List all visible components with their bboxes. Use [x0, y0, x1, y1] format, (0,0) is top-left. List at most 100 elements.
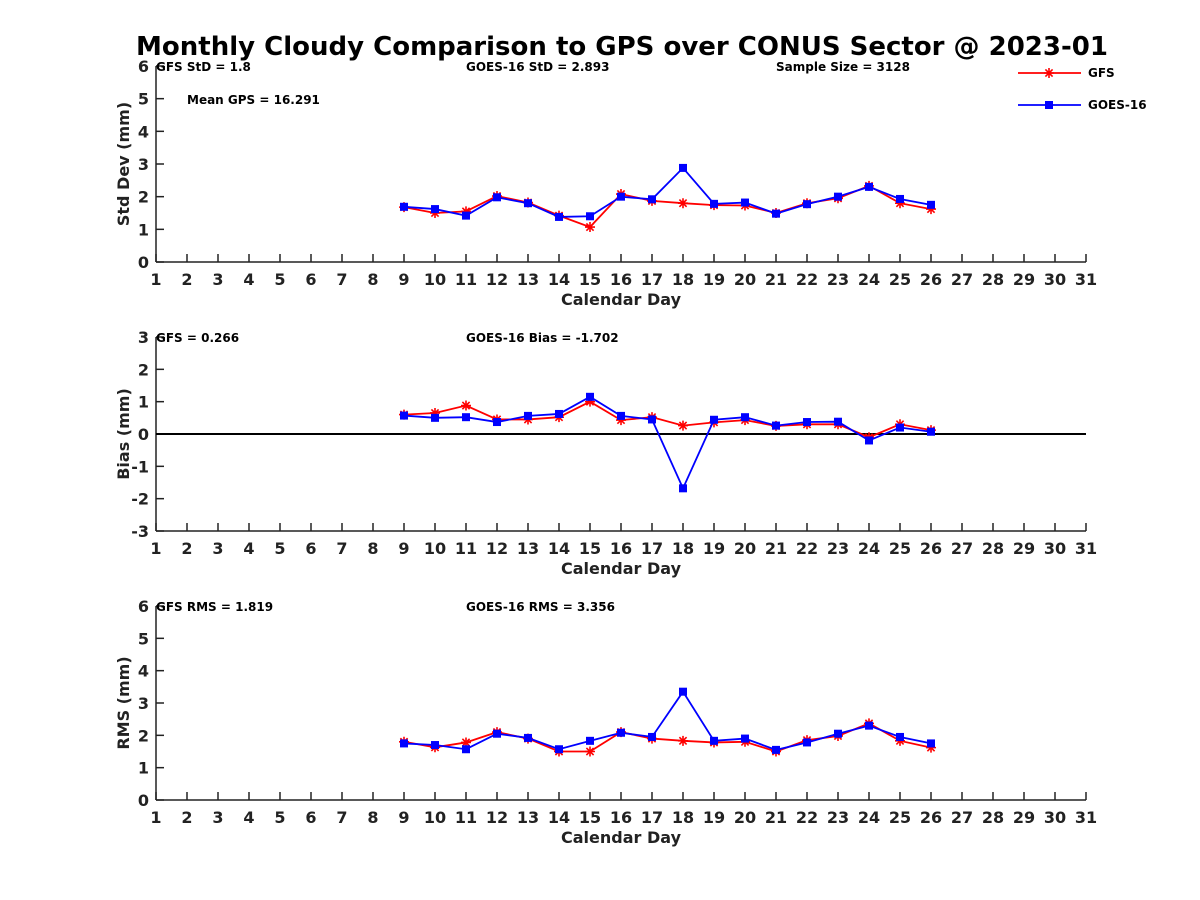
- data-point-goes-16: [617, 192, 625, 201]
- x-tick-label: 5: [274, 539, 285, 558]
- data-point-goes-16: [927, 200, 935, 209]
- x-tick-label: 15: [579, 539, 601, 558]
- data-point-goes-16: [524, 199, 532, 208]
- x-tick-label: 9: [398, 270, 409, 289]
- y-tick-label: 1: [138, 220, 149, 239]
- x-tick-label: 28: [982, 808, 1004, 827]
- data-point-gfs: [585, 746, 595, 757]
- data-point-goes-16: [586, 392, 594, 401]
- data-point-goes-16: [679, 163, 687, 172]
- series-line-gfs: [403, 400, 932, 439]
- x-tick-label: 22: [796, 270, 818, 289]
- x-tick-label: 4: [243, 808, 254, 827]
- legend-marker-goes-16: [1045, 101, 1053, 109]
- y-tick-label: 3: [138, 328, 149, 347]
- series-line-gfs: [403, 722, 932, 753]
- x-tick-label: 27: [951, 539, 973, 558]
- x-tick-label: 19: [703, 808, 725, 827]
- legend-label: GFS: [1088, 66, 1115, 80]
- x-tick-label: 17: [641, 270, 663, 289]
- x-tick-label: 14: [548, 808, 570, 827]
- data-point-goes-16: [524, 411, 532, 420]
- data-point-goes-16: [524, 733, 532, 742]
- stat-annotation: GOES-16 StD = 2.893: [466, 60, 609, 74]
- y-tick-label: 3: [138, 694, 149, 713]
- x-tick-label: 16: [610, 539, 632, 558]
- data-point-goes-16: [710, 415, 718, 424]
- x-tick-label: 13: [517, 270, 539, 289]
- data-point-goes-16: [648, 195, 656, 204]
- x-tick-label: 22: [796, 808, 818, 827]
- x-tick-label: 25: [889, 270, 911, 289]
- x-tick-label: 23: [827, 539, 849, 558]
- data-point-goes-16: [803, 738, 811, 747]
- legend-label: GOES-16: [1088, 98, 1147, 112]
- stat-annotation: Mean GPS = 16.291: [187, 93, 320, 107]
- x-tick-label: 10: [424, 539, 446, 558]
- x-tick-label: 16: [610, 808, 632, 827]
- stat-annotation: GOES-16 RMS = 3.356: [466, 600, 615, 614]
- data-point-gfs: [926, 204, 936, 215]
- x-tick-label: 1: [150, 539, 161, 558]
- data-point-goes-16: [400, 411, 408, 420]
- x-tick-label: 24: [858, 808, 880, 827]
- data-point-goes-16: [772, 421, 780, 430]
- x-tick-label: 26: [920, 270, 942, 289]
- x-tick-label: 30: [1044, 808, 1066, 827]
- y-tick-label: -3: [131, 522, 149, 541]
- x-tick-label: 29: [1013, 270, 1035, 289]
- x-tick-label: 28: [982, 539, 1004, 558]
- data-point-goes-16: [555, 409, 563, 418]
- y-tick-label: -2: [131, 490, 149, 509]
- data-point-gfs: [585, 396, 595, 407]
- x-tick-label: 7: [336, 539, 347, 558]
- data-point-goes-16: [431, 205, 439, 214]
- x-tick-label: 12: [486, 808, 508, 827]
- data-point-gfs: [585, 222, 595, 233]
- x-tick-label: 24: [858, 270, 880, 289]
- x-tick-label: 26: [920, 808, 942, 827]
- data-point-goes-16: [462, 745, 470, 754]
- x-tick-label: 7: [336, 270, 347, 289]
- x-tick-label: 13: [517, 539, 539, 558]
- data-point-goes-16: [400, 739, 408, 748]
- data-point-gfs: [461, 206, 471, 217]
- y-tick-label: 1: [138, 759, 149, 778]
- y-tick-label: 0: [138, 253, 149, 272]
- x-tick-label: 18: [672, 808, 694, 827]
- x-tick-label: 11: [455, 539, 477, 558]
- series-line-gfs: [403, 184, 932, 229]
- x-axis-label: Calendar Day: [561, 559, 682, 578]
- x-tick-label: 27: [951, 270, 973, 289]
- x-tick-label: 16: [610, 270, 632, 289]
- x-tick-label: 6: [305, 808, 316, 827]
- x-tick-label: 25: [889, 539, 911, 558]
- x-tick-label: 23: [827, 270, 849, 289]
- data-point-goes-16: [741, 413, 749, 422]
- data-point-goes-16: [896, 732, 904, 741]
- x-tick-label: 18: [672, 270, 694, 289]
- x-tick-label: 24: [858, 539, 880, 558]
- data-point-gfs: [461, 400, 471, 411]
- data-point-goes-16: [462, 413, 470, 422]
- x-tick-label: 9: [398, 808, 409, 827]
- x-tick-label: 7: [336, 808, 347, 827]
- data-point-gfs: [926, 742, 936, 753]
- data-point-goes-16: [896, 423, 904, 432]
- x-axis-label: Calendar Day: [561, 828, 682, 847]
- x-tick-label: 13: [517, 808, 539, 827]
- y-tick-label: 0: [138, 425, 149, 444]
- x-tick-label: 15: [579, 270, 601, 289]
- x-tick-label: 22: [796, 539, 818, 558]
- x-tick-label: 31: [1075, 539, 1097, 558]
- data-point-goes-16: [462, 211, 470, 220]
- data-point-goes-16: [431, 741, 439, 750]
- x-tick-label: 30: [1044, 270, 1066, 289]
- stat-annotation: Sample Size = 3128: [776, 60, 910, 74]
- data-point-goes-16: [586, 212, 594, 221]
- x-tick-label: 27: [951, 808, 973, 827]
- x-tick-label: 3: [212, 539, 223, 558]
- data-point-goes-16: [617, 728, 625, 737]
- x-tick-label: 28: [982, 270, 1004, 289]
